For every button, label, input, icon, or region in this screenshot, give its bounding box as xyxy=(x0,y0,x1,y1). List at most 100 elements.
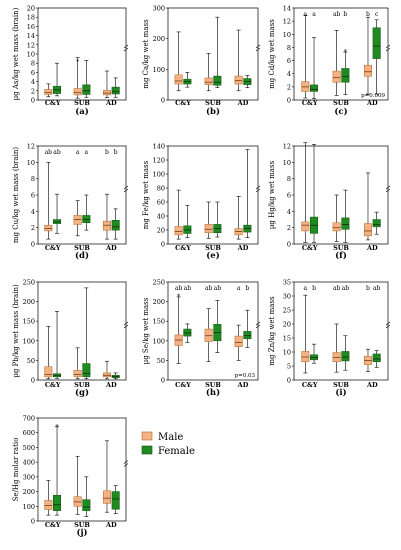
box-female-cy xyxy=(183,323,192,343)
y-tick-label: 0 xyxy=(31,377,35,385)
y-tick-label: 200 xyxy=(23,488,35,496)
axis-break-mark xyxy=(123,185,129,193)
x-category-label: SUB xyxy=(205,99,221,107)
significance-letter: b xyxy=(366,11,370,18)
axis-break-mark xyxy=(123,44,129,52)
box-male-ad xyxy=(102,70,111,98)
box-iqr xyxy=(243,331,252,340)
panel-label: (a) xyxy=(75,106,89,117)
x-category-label: AD xyxy=(105,381,117,389)
y-axis-label: µg As/kg wet mass (brain) xyxy=(12,7,20,100)
y-tick-label: 2 xyxy=(31,87,35,95)
box-male-ad xyxy=(102,360,111,380)
axis-break-mark xyxy=(123,321,129,329)
box-iqr xyxy=(44,500,53,510)
y-tick-label: 0 xyxy=(161,377,165,385)
x-category-label: C&Y xyxy=(175,244,191,252)
y-axis-label: µg Se/kg wet mass xyxy=(142,297,150,364)
panel-label: (j) xyxy=(76,527,87,538)
box-female-sub xyxy=(213,201,222,238)
x-category-label: SUB xyxy=(205,381,221,389)
y-tick-label: 12 xyxy=(283,143,291,151)
box-male-ad xyxy=(234,29,243,92)
box-iqr xyxy=(213,75,222,86)
box-female-sub xyxy=(341,51,350,96)
plot-frame xyxy=(37,417,127,522)
x-category-label: C&Y xyxy=(175,381,191,389)
box-iqr xyxy=(44,366,53,378)
significance-letter: a xyxy=(76,149,80,156)
x-category-label: SUB xyxy=(333,381,349,389)
y-tick-label: 0 xyxy=(287,97,291,105)
y-tick-label: 100 xyxy=(23,337,35,345)
y-tick-label: 0 xyxy=(31,241,35,249)
significance-letter: ab xyxy=(175,285,183,292)
significance-letter: ab xyxy=(205,285,213,292)
box-iqr xyxy=(332,70,341,83)
box-iqr xyxy=(363,223,372,237)
box-female-ad xyxy=(372,19,381,95)
y-tick-label: 8 xyxy=(287,175,291,183)
plot-frame xyxy=(37,281,127,381)
y-tick-label: 18 xyxy=(27,14,35,22)
axis-break-mark xyxy=(255,44,261,52)
box-iqr xyxy=(301,221,310,232)
x-category-label: SUB xyxy=(205,244,221,252)
box-female-cy xyxy=(53,62,62,97)
y-tick-label: 8 xyxy=(31,60,35,68)
x-category-label: C&Y xyxy=(175,99,191,107)
box-iqr xyxy=(204,224,213,234)
y-tick-label: 20 xyxy=(157,227,165,235)
x-category-label: AD xyxy=(366,381,378,389)
box-female-sub xyxy=(341,189,350,243)
legend-swatch-male xyxy=(141,431,153,441)
legend-label-male: Male xyxy=(158,432,183,443)
x-category-label: AD xyxy=(105,99,117,107)
box-female-sub xyxy=(213,300,222,353)
axis-break-mark xyxy=(255,321,261,329)
panel-c: 0 2 4 6 8 10 12 14 mg Cd/kg wet mass C&Y SUB AD * a a a… xyxy=(268,5,391,117)
y-tick-label: 150 xyxy=(153,318,165,326)
y-tick-label: 300 xyxy=(153,5,165,13)
panel-label: (f) xyxy=(335,250,347,261)
significance-letter: ab xyxy=(333,285,341,292)
box-female-cy xyxy=(310,144,319,243)
box-male-ad xyxy=(102,440,111,513)
y-tick-label: 200 xyxy=(153,35,165,43)
y-tick-label: 10 xyxy=(27,159,35,167)
plot-frame xyxy=(37,7,127,101)
y-tick-label: 6 xyxy=(31,192,35,200)
y-axis-label: Se/Hg molar ratio xyxy=(12,438,20,502)
box-male-ad xyxy=(363,16,372,95)
box-male-sub xyxy=(332,30,341,96)
x-category-label: SUB xyxy=(74,521,90,529)
box-iqr xyxy=(341,351,350,362)
y-tick-label: 5 xyxy=(287,363,291,371)
box-male-ad xyxy=(363,172,372,241)
box-iqr xyxy=(82,84,91,95)
x-category-label: SUB xyxy=(74,381,90,389)
significance-letter: a xyxy=(304,11,308,18)
box-male-sub xyxy=(73,347,82,380)
box-iqr xyxy=(363,64,372,77)
x-category-label: AD xyxy=(366,244,378,252)
x-category-label: C&Y xyxy=(45,244,61,252)
box-female-cy xyxy=(53,311,62,379)
significance-letter: b xyxy=(245,285,249,292)
panel-e: 0 20 40 60 80 100 120 140 mg Fe/kg wet mass C&Y SU… xyxy=(142,143,261,261)
box-female-ad xyxy=(372,211,381,235)
y-tick-label: 120 xyxy=(153,157,165,165)
box-iqr xyxy=(341,217,350,230)
box-female-ad xyxy=(243,149,252,238)
y-tick-label: 4 xyxy=(31,78,35,86)
box-male-cy xyxy=(44,162,53,240)
outlier-marker: * xyxy=(56,424,59,431)
p-value-annotation: p=0.03 xyxy=(235,373,256,379)
box-iqr xyxy=(82,499,91,511)
axis-break-mark xyxy=(385,321,391,329)
x-category-label: C&Y xyxy=(45,99,61,107)
box-iqr xyxy=(332,352,341,363)
